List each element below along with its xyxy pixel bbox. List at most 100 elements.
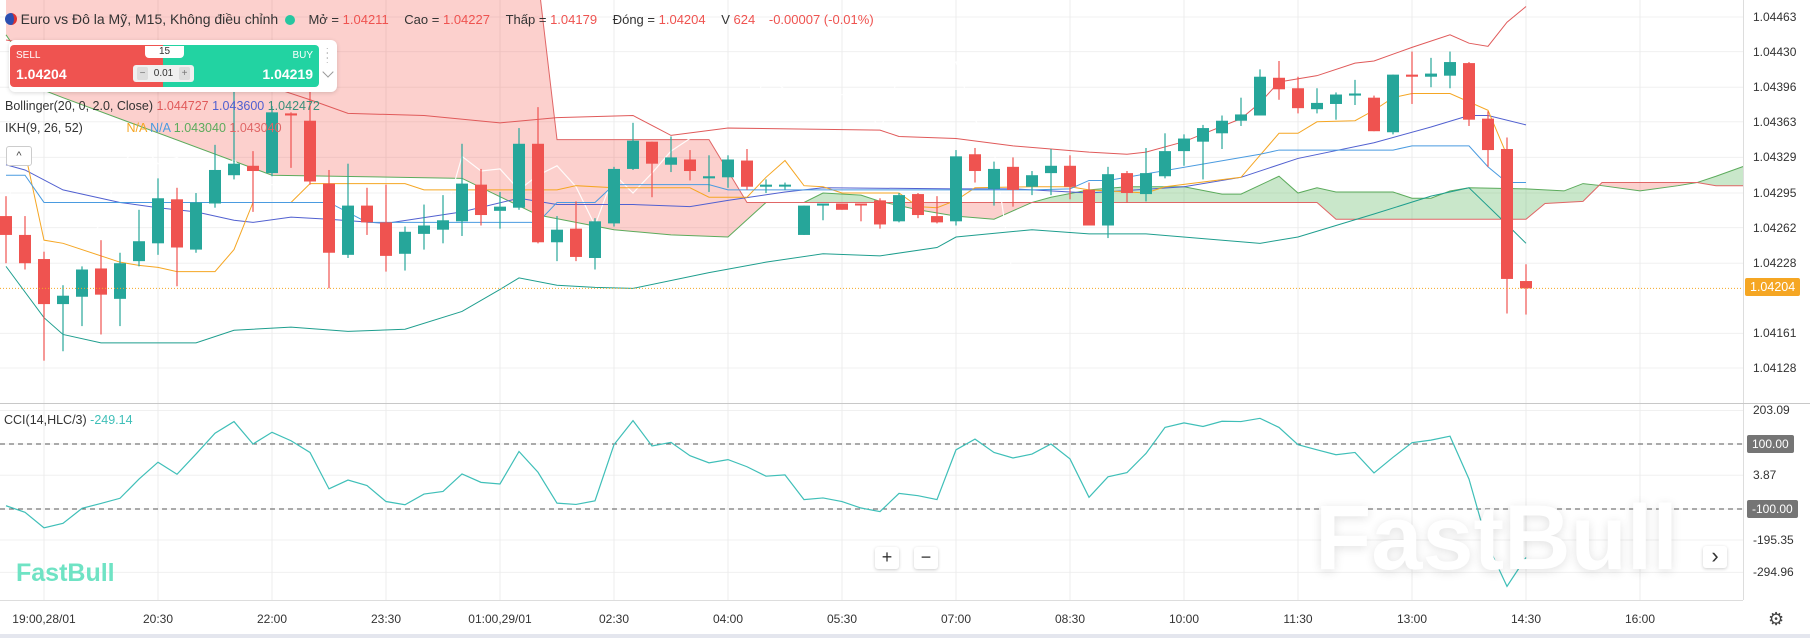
bollinger-lower-value: 1.042472 xyxy=(267,99,320,113)
candle-body xyxy=(589,221,601,258)
candle-body xyxy=(209,169,221,204)
ikh-span-b-value: 1.043040 xyxy=(229,121,282,135)
zoom-out-button[interactable]: − xyxy=(914,547,938,569)
low-label: Thấp = xyxy=(505,12,547,27)
collapse-legend-button[interactable]: ^ xyxy=(6,146,32,166)
lot-stepper[interactable]: − 0.01 + xyxy=(133,65,194,82)
candle-body xyxy=(1292,88,1304,109)
candle-body xyxy=(95,268,107,295)
candle-body xyxy=(266,112,278,174)
candle-body xyxy=(1501,149,1513,279)
market-status-dot xyxy=(284,15,295,25)
candle-body xyxy=(1197,128,1209,142)
sell-price: 1.04204 xyxy=(16,66,67,82)
cloud-segment xyxy=(1355,191,1374,220)
candle-body xyxy=(665,157,677,165)
cloud-segment xyxy=(1697,176,1716,186)
drag-handle-icon[interactable]: ::: xyxy=(326,45,329,65)
lot-decrease-button[interactable]: − xyxy=(137,67,148,80)
candle-body xyxy=(323,183,335,253)
price-tick-label: 1.04463 xyxy=(1753,10,1797,24)
candle-body xyxy=(228,163,240,176)
cci-level-tag: -100.00 xyxy=(1747,500,1798,518)
cloud-segment xyxy=(1659,182,1678,189)
candle-body xyxy=(475,184,487,216)
candle-body xyxy=(779,184,791,187)
candle-body xyxy=(608,168,620,224)
time-tick-label: 08:30 xyxy=(1054,612,1086,626)
cloud-segment xyxy=(1222,194,1241,203)
candle-body xyxy=(1083,189,1095,226)
candle-body xyxy=(703,176,715,179)
candle-body xyxy=(969,154,981,172)
lot-value[interactable]: 0.01 xyxy=(153,68,174,79)
candle-body xyxy=(1235,114,1247,121)
candle-body xyxy=(456,183,468,222)
lot-increase-button[interactable]: + xyxy=(179,67,190,80)
sell-button[interactable]: SELL 1.04204 xyxy=(10,45,163,87)
candle-body xyxy=(1520,281,1532,289)
ikh-legend[interactable]: IKH(9, 26, 52) N/A N/A 1.043040 1.043040 xyxy=(5,121,282,135)
cloud-segment xyxy=(576,139,595,227)
cci-label: CCI(14,HLC/3) xyxy=(4,413,87,427)
cloud-segment xyxy=(1241,185,1260,203)
time-tick-label: 07:00 xyxy=(940,612,972,626)
time-tick-label: 05:30 xyxy=(826,612,858,626)
cci-pane xyxy=(0,417,1743,588)
last-price-tag: 1.04204 xyxy=(1745,278,1801,297)
candle-body xyxy=(247,165,259,172)
cloud-segment xyxy=(405,0,424,178)
price-tick-label: 1.04128 xyxy=(1753,360,1797,375)
close-value: 1.04204 xyxy=(658,12,706,27)
cloud-segment xyxy=(1165,186,1184,203)
gear-icon[interactable]: ⚙ xyxy=(1768,609,1785,629)
price-tick-label: 1.04295 xyxy=(1753,186,1797,201)
symbol-title[interactable]: Euro vs Đô la Mỹ, M15, Không điều chỉnh xyxy=(20,11,279,27)
fastbull-watermark: FastBull xyxy=(1315,487,1678,589)
price-tick-label: 1.04228 xyxy=(1753,256,1797,271)
candle-body xyxy=(513,143,525,208)
cloud-segment xyxy=(975,202,994,220)
candle-body xyxy=(171,199,183,248)
cloud-segment xyxy=(367,0,386,178)
scroll-right-button[interactable]: › xyxy=(1703,545,1727,568)
cci-tick-label: 3.87 xyxy=(1753,468,1777,483)
bollinger-legend[interactable]: Bollinger(20, 0, 2.0, Close) 1.044727 1.… xyxy=(5,99,320,113)
candle-body xyxy=(1121,173,1133,194)
time-tick-label: 02:30 xyxy=(598,612,630,626)
change-value: -0.00007 (-0.01%) xyxy=(768,12,874,27)
candle-body xyxy=(950,156,962,222)
price-tick-label: 1.04396 xyxy=(1753,80,1797,95)
candle-body xyxy=(19,234,31,264)
candle-body xyxy=(570,228,582,257)
cci-legend[interactable]: CCI(14,HLC/3) -249.14 xyxy=(4,413,133,427)
zoom-in-button[interactable]: + xyxy=(875,547,899,569)
price-tick-label: 1.04262 xyxy=(1753,220,1797,235)
candle-body xyxy=(855,203,867,206)
candle-body xyxy=(1425,73,1437,77)
candle-body xyxy=(1026,175,1038,187)
cloud-segment xyxy=(1051,193,1070,203)
cloud-segment xyxy=(1260,176,1279,203)
cloud-segment xyxy=(1526,188,1545,220)
candle-body xyxy=(893,195,905,222)
ikh-tenkan-value: N/A xyxy=(126,121,147,135)
candle-body xyxy=(684,159,696,172)
candle-body xyxy=(38,259,50,305)
volume-value: 624 xyxy=(733,12,756,27)
candle-body xyxy=(1444,62,1456,76)
cloud-segment xyxy=(1450,187,1469,220)
cloud-segment xyxy=(386,0,405,178)
candle-body xyxy=(437,220,449,230)
candle-body xyxy=(190,202,202,250)
candles xyxy=(0,51,1743,361)
candle-body xyxy=(380,222,392,256)
indicator-lines xyxy=(5,0,1743,344)
candle-body xyxy=(342,205,354,255)
ichimoku-span-b-line xyxy=(540,0,1743,220)
candle-body xyxy=(1178,138,1190,152)
candle-body xyxy=(1159,151,1171,177)
cloud-segment xyxy=(1393,191,1412,220)
close-label: Đóng = xyxy=(612,12,655,27)
